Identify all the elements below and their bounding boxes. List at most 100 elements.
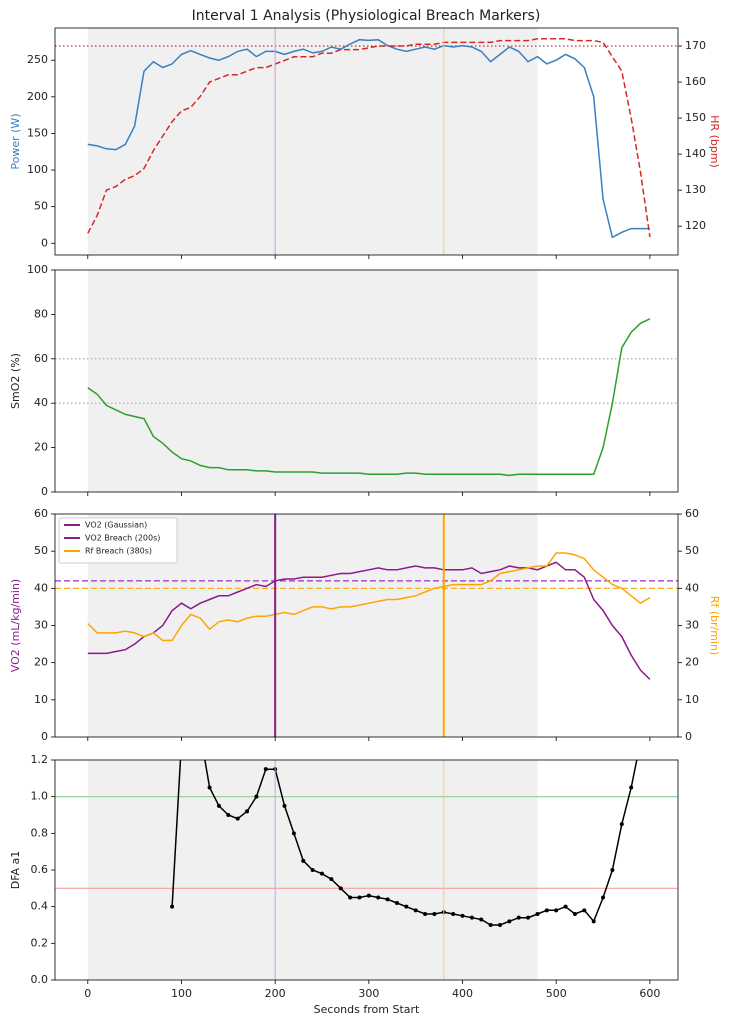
data-point [507,919,512,924]
y2-axis-label: Rf (br/min) [708,596,721,656]
data-point [488,923,493,927]
y-tick-label: 30 [685,619,699,632]
data-point [582,908,587,913]
y-tick-label: 60 [34,507,48,520]
data-point [216,803,221,808]
plot-area [55,270,678,492]
x-tick-label: 600 [639,987,660,1000]
y-axis-label: SmO2 (%) [9,353,22,409]
data-point [263,767,268,772]
data-point [648,749,652,753]
data-point [226,813,231,817]
data-point [423,912,428,916]
legend-label: Rf Breach (380s) [85,547,152,556]
data-point [282,803,287,808]
axes-frame [54,27,679,256]
y-tick-label: 30 [34,619,48,632]
data-point [639,740,643,744]
series-line [171,760,638,926]
data-point [170,904,175,909]
series-line [87,561,651,680]
legend-box [58,517,178,564]
data-point [207,785,212,790]
shaded-region [87,28,538,255]
data-point [460,913,465,918]
series-line [87,318,651,477]
data-point [254,794,259,799]
data-point [629,785,634,790]
y-tick-label: 0.4 [31,900,49,913]
data-point [610,868,615,872]
x-tick-label: 500 [546,987,567,1000]
y-tick-label: 10 [34,693,48,706]
y-tick-label: 0.0 [31,973,49,986]
data-point [301,858,306,863]
y-tick-label: 140 [685,147,706,160]
x-tick-label: 100 [171,987,192,1000]
data-point [498,923,502,927]
data-point [376,895,381,900]
y-tick-label: 160 [685,75,706,88]
y-axis-label: DFA a1 [9,851,22,890]
y-tick-label: 100 [27,263,48,276]
y-tick-label: 0.8 [31,826,49,839]
x-tick-label: 400 [452,987,473,1000]
plot-area [55,740,678,980]
series-line [87,552,651,642]
data-point [544,908,549,913]
data-point [245,809,250,814]
x-axis-label: Seconds from Start [314,1003,420,1016]
y-tick-label: 250 [27,53,48,66]
y-tick-label: 120 [685,219,706,232]
y-tick-label: 0 [685,730,692,743]
axes-frame [54,269,679,493]
x-tick-label: 200 [265,987,286,1000]
data-point [385,897,390,902]
data-point [413,908,418,913]
y-tick-label: 1.2 [31,753,49,766]
legend-label: VO2 Breach (200s) [85,534,160,543]
data-point [591,919,596,924]
y-tick-label: 40 [685,581,699,594]
x-tick-label: 300 [358,987,379,1000]
plot-area [55,28,678,255]
data-point [348,895,353,900]
legend-label: VO2 (Gaussian) [85,521,147,530]
data-point [394,901,399,905]
data-point [535,912,540,916]
y-tick-label: 150 [685,111,706,124]
shaded-region [87,270,538,492]
y-tick-label: 100 [27,163,48,176]
data-point [451,912,456,916]
y2-axis-label: HR (bpm) [708,115,721,168]
y-tick-label: 40 [34,581,48,594]
y-tick-label: 20 [34,441,48,454]
y-tick-label: 0 [41,485,48,498]
y-tick-label: 50 [34,200,48,213]
data-point [357,895,362,900]
y-tick-label: 40 [34,396,48,409]
data-point [479,917,484,922]
data-point [338,886,343,891]
data-point [516,915,521,920]
data-point [432,912,437,916]
y-tick-label: 170 [685,39,706,52]
y-tick-label: 50 [34,544,48,557]
data-point [329,877,334,882]
y-tick-label: 200 [27,90,48,103]
data-point [572,912,577,916]
data-point [310,868,315,872]
data-point [235,816,240,821]
data-point [563,904,568,909]
y-tick-label: 0.6 [31,863,49,876]
data-point [619,822,624,827]
y-axis-label: Power (W) [9,113,22,169]
y-tick-label: 60 [34,352,48,365]
data-point [404,904,409,909]
y-tick-label: 0 [41,730,48,743]
legend: VO2 (Gaussian) VO2 Breach (200s) Rf Breach… [58,517,178,564]
data-point [469,915,474,920]
data-point [554,908,559,913]
